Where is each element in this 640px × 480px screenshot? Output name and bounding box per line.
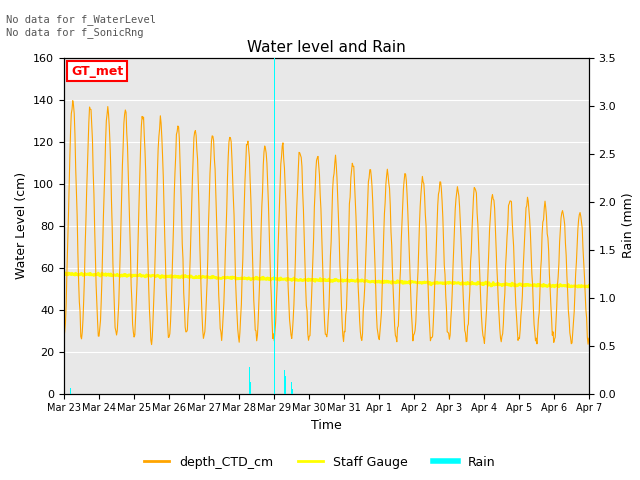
Y-axis label: Rain (mm): Rain (mm) — [622, 193, 635, 258]
Bar — [274, 58, 275, 394]
Text: No data for f_WaterLevel
No data for f_SonicRng: No data for f_WaterLevel No data for f_S… — [6, 14, 156, 38]
Title: Water level and Rain: Water level and Rain — [247, 40, 406, 55]
Bar — [249, 367, 250, 394]
Bar — [285, 386, 286, 394]
Bar — [284, 370, 285, 394]
Bar — [70, 388, 71, 394]
Text: GT_met: GT_met — [71, 64, 123, 78]
Legend: depth_CTD_cm, Staff Gauge, Rain: depth_CTD_cm, Staff Gauge, Rain — [140, 451, 500, 474]
X-axis label: Time: Time — [311, 419, 342, 432]
Y-axis label: Water Level (cm): Water Level (cm) — [15, 172, 28, 279]
Bar — [250, 382, 251, 394]
Bar — [291, 382, 292, 394]
Bar — [292, 389, 293, 394]
